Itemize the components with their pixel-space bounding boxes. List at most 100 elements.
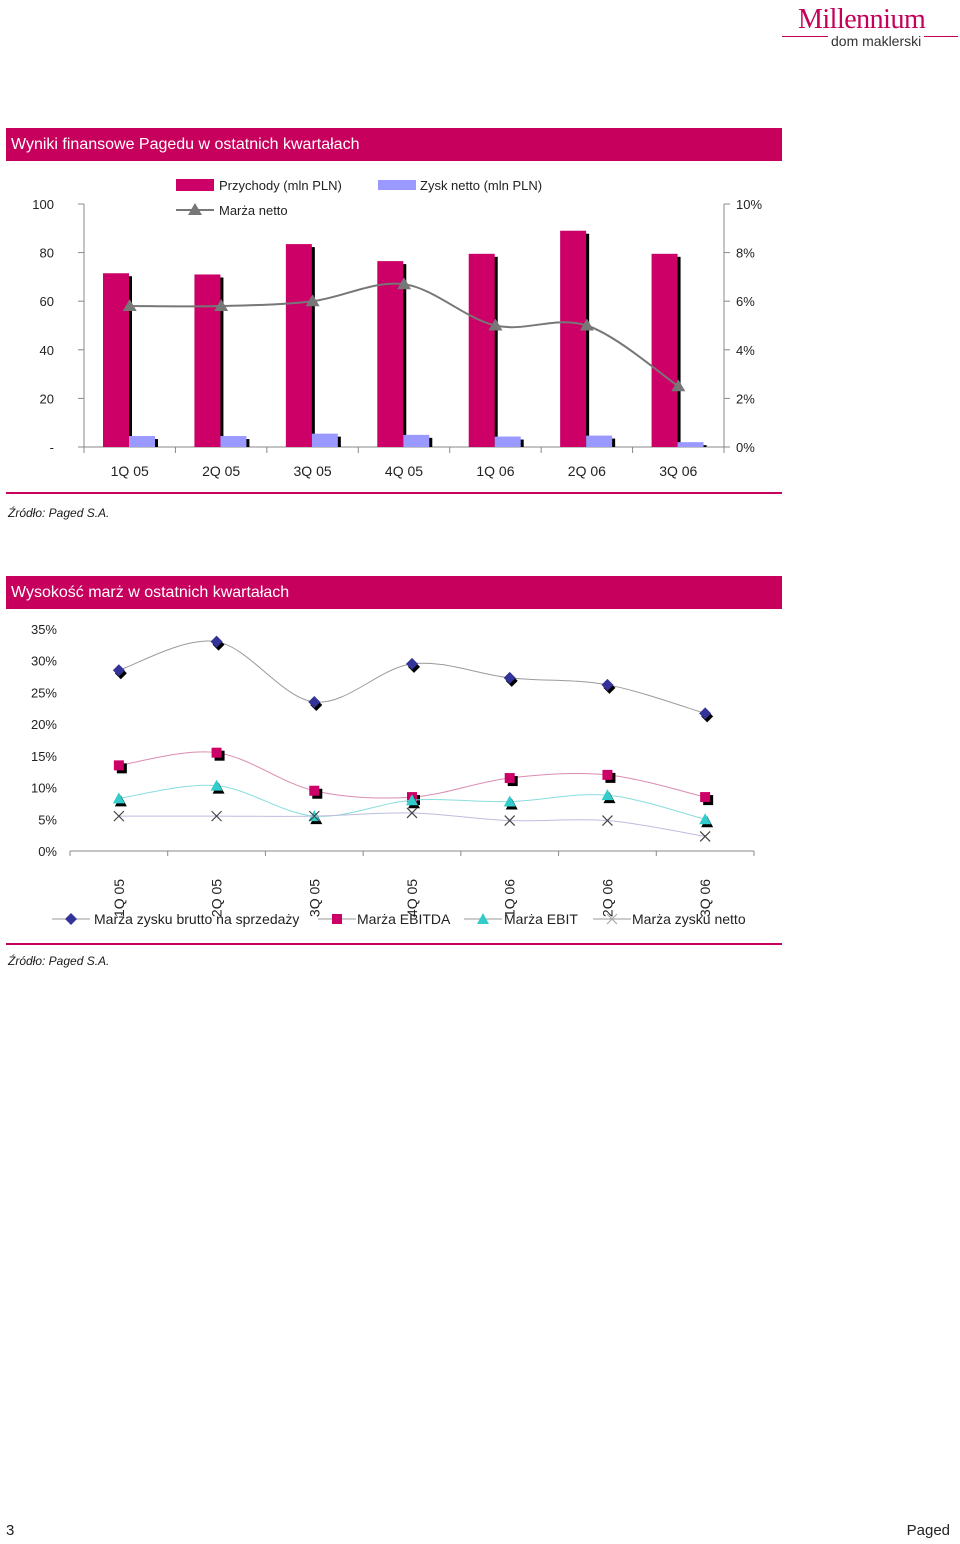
margins-chart: 0% 5% 10% 15% 20% 25% 30% 35% 1Q 05 2Q 05 3Q 05 4Q …: [31, 622, 755, 927]
x-tick-label: 2Q 06: [568, 463, 606, 479]
series-line: [118, 812, 706, 837]
profit-bar: [403, 434, 430, 447]
y-tick-label: -: [50, 440, 54, 455]
margin-marker: [488, 318, 503, 331]
series-line: [118, 640, 706, 714]
revenue-bar: [194, 274, 221, 447]
series-marker: [503, 795, 516, 807]
x-tick-label: 4Q 05: [404, 879, 420, 917]
series-marker: [699, 830, 711, 842]
margin-marker: [122, 299, 137, 312]
logo-name: Millennium: [798, 4, 926, 35]
y2-tick-label: 0%: [736, 440, 755, 455]
margin-marker: [305, 294, 320, 307]
x-tick-label: 3Q 05: [294, 463, 332, 479]
margin-marker: [214, 299, 229, 312]
series-marker: [503, 671, 516, 684]
series-marker: [210, 635, 223, 648]
series-marker: [602, 815, 613, 826]
legend-label: Marża EBITDA: [357, 911, 451, 927]
section-header-financials: Wyniki finansowe Pagedu w ostatnich kwar…: [6, 128, 782, 161]
series-marker: [601, 678, 614, 691]
series-marker: [602, 769, 613, 780]
legend-margin-marker: [188, 203, 202, 215]
legend-marker: [332, 914, 342, 924]
series-marker: [700, 792, 711, 803]
profit-bar: [586, 435, 613, 447]
logo-subtitle: dom maklerski: [828, 33, 925, 49]
y-tick-label: 25%: [31, 685, 57, 700]
legend-profit-label: Zysk netto (mln PLN): [420, 178, 542, 193]
legend-label: Marża EBIT: [504, 911, 578, 927]
x-tick-label: 3Q 05: [306, 879, 322, 917]
profit-bar: [494, 436, 521, 447]
footer-company: Paged: [906, 1522, 950, 1539]
series-marker: [211, 747, 222, 758]
legend-profit-swatch: [378, 180, 416, 190]
y-tick-label: 15%: [31, 749, 57, 764]
x-tick-label: 1Q 06: [502, 879, 518, 917]
y-tick-label: 100: [32, 197, 54, 212]
y2-tick-label: 10%: [736, 197, 762, 212]
profit-bar: [311, 433, 338, 447]
x-tick-label: 3Q 06: [697, 879, 713, 917]
x-tick-label: 3Q 06: [659, 463, 697, 479]
y2-tick-label: 8%: [736, 246, 755, 261]
y2-tick-label: 2%: [736, 391, 755, 406]
profit-bar: [220, 436, 247, 447]
y-tick-label: 35%: [31, 622, 57, 637]
margin-marker: [671, 379, 686, 392]
series-marker: [309, 785, 320, 796]
series-marker: [406, 807, 418, 819]
x-tick-label: 2Q 06: [599, 879, 615, 917]
y-tick-label: 40: [40, 343, 54, 358]
margin-marker: [397, 277, 411, 290]
x-tick-label: 1Q 05: [111, 879, 127, 917]
x-tick-label: 4Q 05: [385, 463, 423, 479]
series-marker: [112, 792, 125, 804]
revenue-bar: [651, 253, 678, 447]
y2-tick-label: 4%: [736, 343, 755, 358]
revenue-bar: [285, 244, 312, 447]
legend-marker: [477, 913, 489, 924]
series-marker: [601, 789, 614, 801]
x-tick-label: 1Q 05: [111, 463, 149, 479]
chart2-source: Źródło: Paged S.A.: [8, 954, 110, 968]
legend-revenue-label: Przychody (mln PLN): [219, 178, 342, 193]
profit-bar: [677, 442, 704, 447]
y-tick-label: 20%: [31, 717, 57, 732]
series-marker: [406, 794, 418, 806]
series-marker: [308, 695, 321, 708]
series-marker: [308, 810, 320, 822]
financial-results-chart: - 20 40 60 80 100 0% 2% 4% 6% 8% 10% 1Q 05 2Q 05 3Q 05…: [32, 178, 762, 479]
series-marker: [113, 760, 124, 771]
legend-marker: [606, 913, 618, 925]
series-marker: [210, 779, 223, 791]
section-divider: [6, 943, 782, 945]
millennium-logo: Millennium dom maklerski: [776, 4, 958, 49]
series-marker: [406, 657, 418, 670]
margin-marker: [579, 318, 594, 331]
section-divider: [6, 492, 782, 494]
y-tick-label: 20: [40, 391, 54, 406]
x-tick-label: 2Q 05: [209, 879, 225, 917]
legend-marker: [65, 913, 77, 925]
series-marker: [699, 707, 712, 720]
series-marker: [113, 810, 125, 822]
legend-label: Marża zysku netto: [632, 911, 746, 927]
y-tick-label: 5%: [38, 812, 57, 827]
series-marker: [211, 810, 222, 822]
y-tick-label: 0%: [38, 844, 57, 859]
profit-bar: [129, 436, 155, 447]
y-tick-label: 80: [40, 246, 54, 261]
series-line: [118, 751, 706, 799]
legend-revenue-swatch: [176, 179, 214, 191]
legend-label: Marża zysku brutto na sprzedaży: [94, 911, 299, 927]
y2-tick-label: 6%: [736, 294, 755, 309]
chart1-source: Źródło: Paged S.A.: [8, 506, 110, 520]
revenue-bar: [560, 230, 587, 447]
y-tick-label: 60: [40, 294, 54, 309]
x-tick-label: 1Q 06: [476, 463, 514, 479]
series-marker: [699, 813, 712, 825]
revenue-bar: [377, 261, 404, 447]
